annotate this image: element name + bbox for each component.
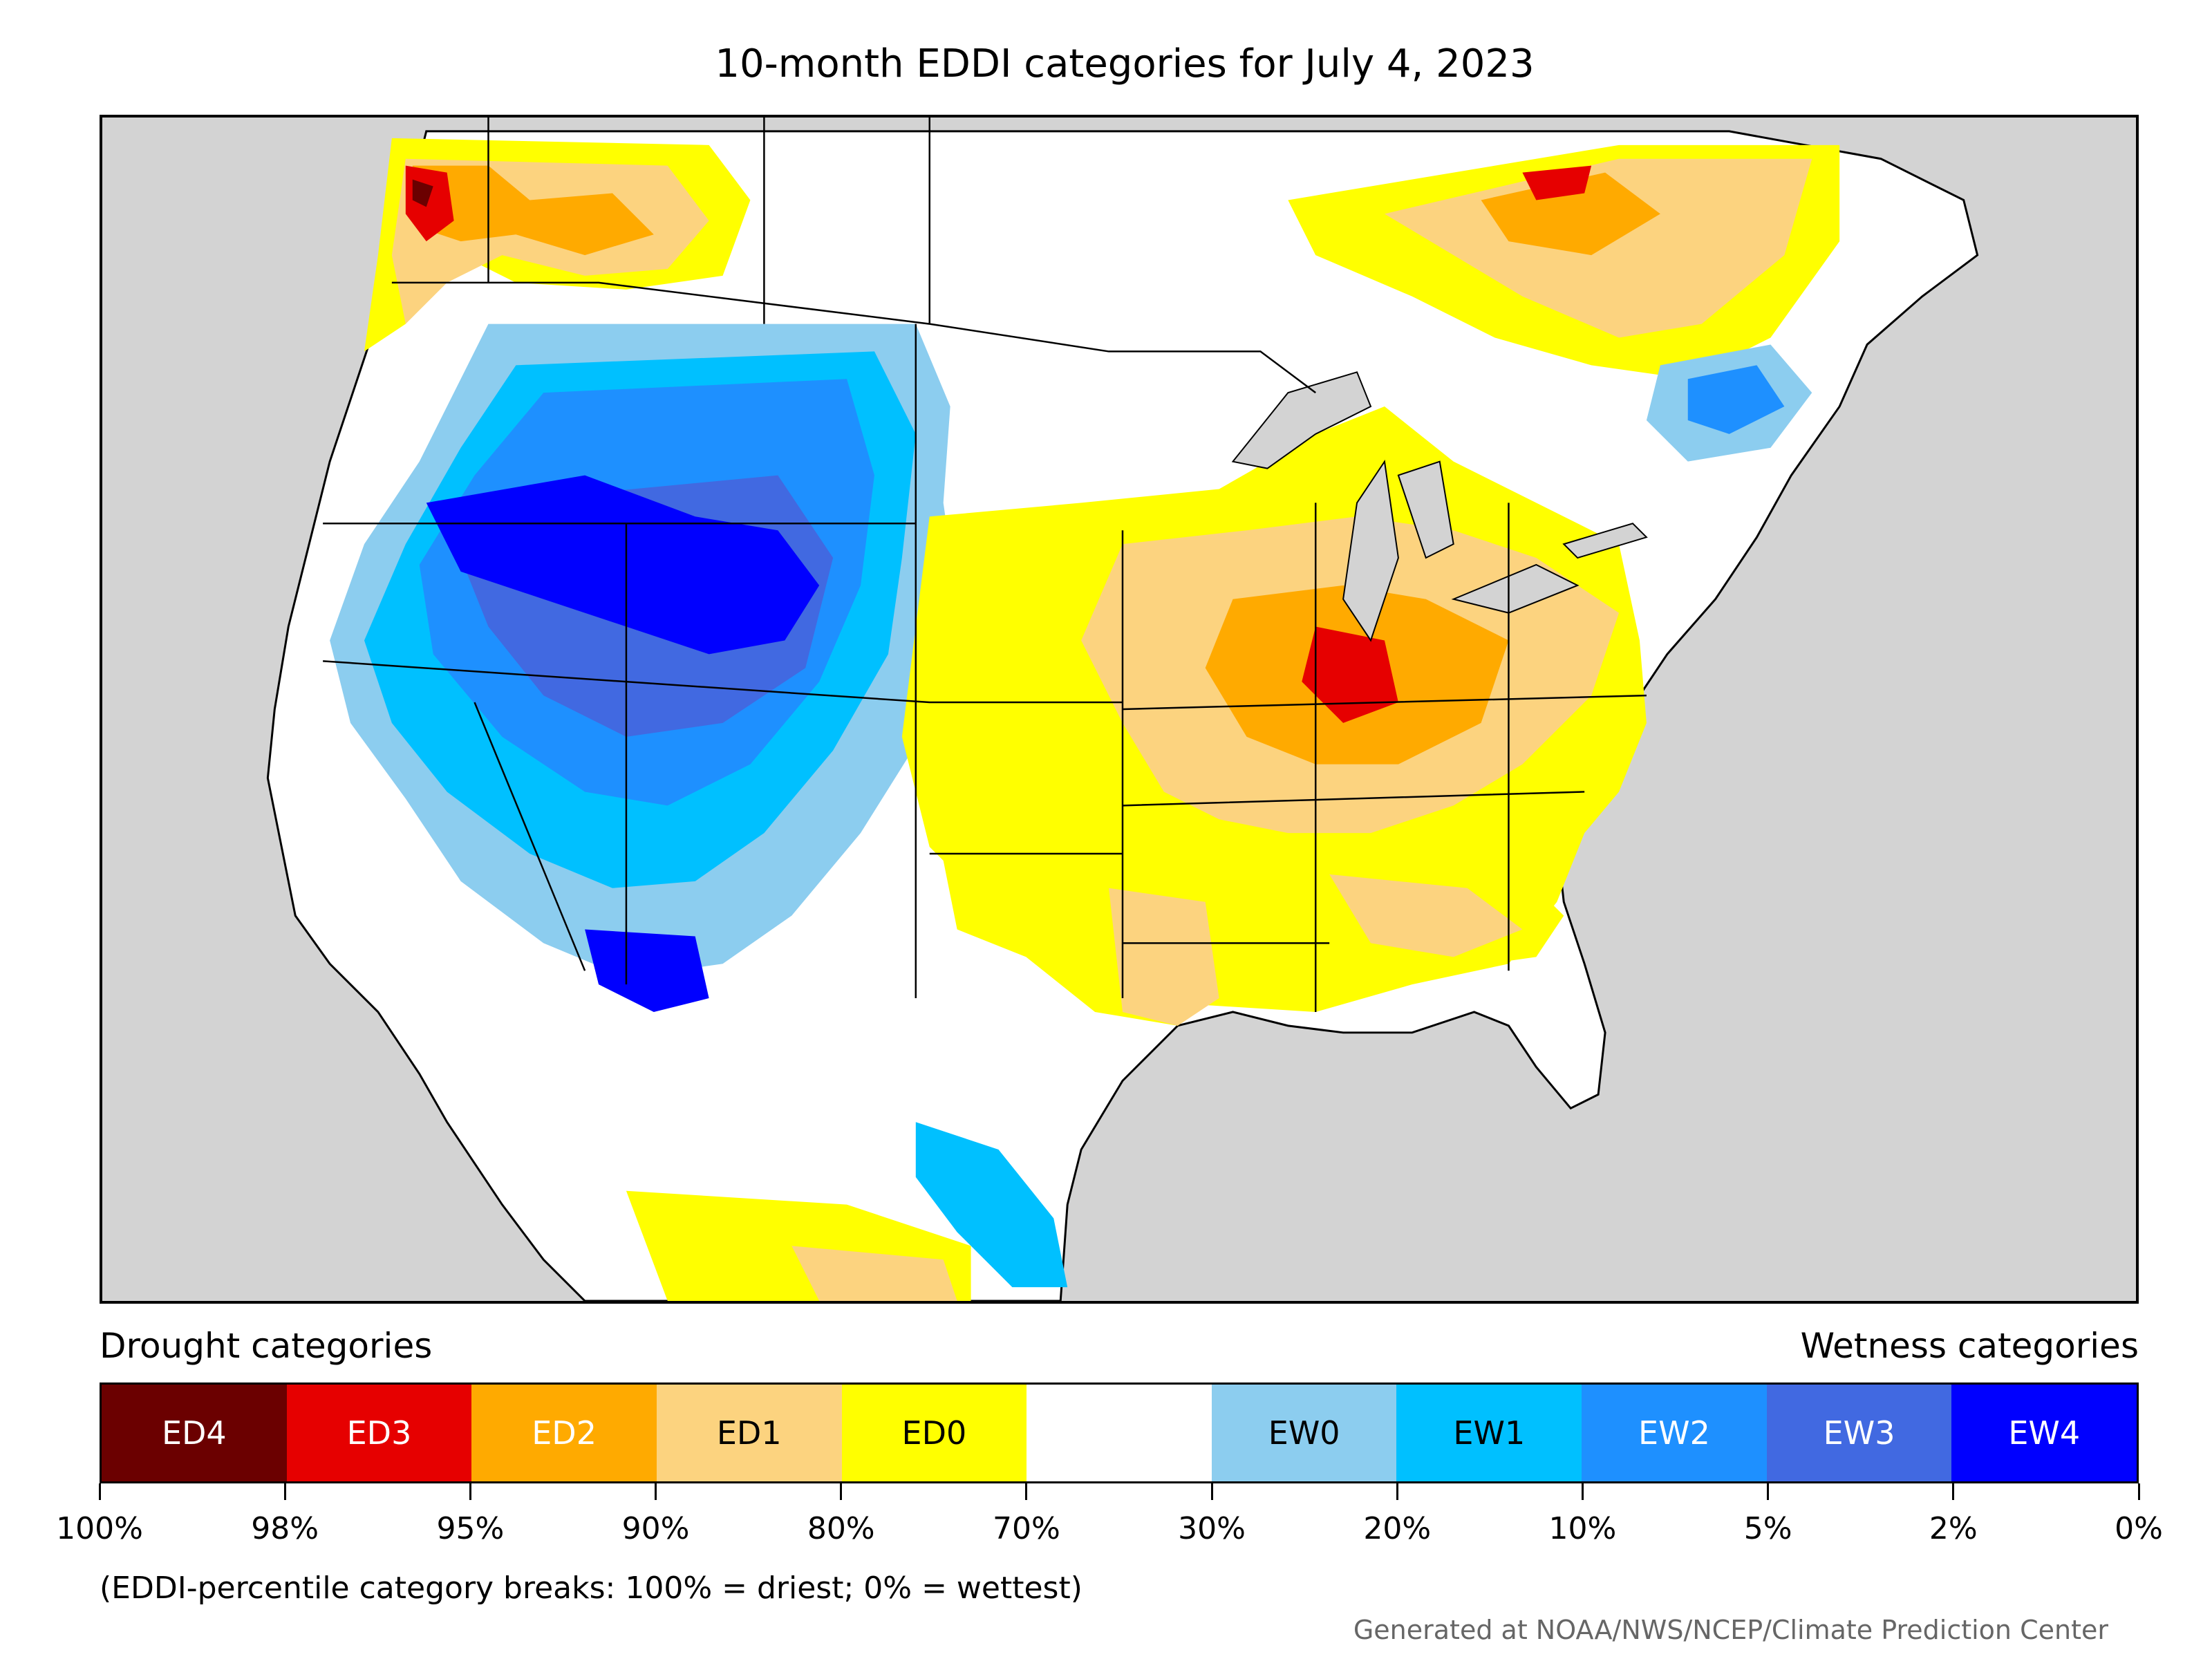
- colorbar-cell-ed3: ED3: [286, 1385, 472, 1481]
- colorbar-tick: [1581, 1483, 1584, 1500]
- colorbar-tick-label: 2%: [1929, 1511, 1978, 1546]
- drought-heading: Drought categories: [100, 1326, 433, 1366]
- colorbar-cell-ew0: EW0: [1211, 1385, 1397, 1481]
- colorbar-tick: [469, 1483, 471, 1500]
- colorbar-ticks: [98, 1483, 2140, 1500]
- colorbar-cell-ed4: ED4: [102, 1385, 287, 1481]
- colorbar-tick-label: 20%: [1363, 1511, 1432, 1546]
- colorbar-cell-ew2: EW2: [1582, 1385, 1767, 1481]
- colorbar-cell-ew1: EW1: [1396, 1385, 1582, 1481]
- colorbar-tick: [283, 1483, 286, 1500]
- great-lakes: [1231, 371, 1648, 642]
- colorbar-cell-ew4: EW4: [1951, 1385, 2137, 1481]
- colorbar-tick: [1952, 1483, 1955, 1500]
- colorbar-cell-ew3: EW3: [1766, 1385, 1952, 1481]
- wetness-east: [915, 344, 1812, 1288]
- colorbar-tick: [1025, 1483, 1028, 1500]
- category-note: (EDDI-percentile category breaks: 100% =…: [100, 1571, 1082, 1606]
- wetness-west: [330, 324, 957, 1012]
- colorbar-tick: [840, 1483, 843, 1500]
- category-colorbar: ED4 ED3 ED2 ED1 ED0 EW0 EW1 EW2 EW3 EW4: [100, 1382, 2139, 1483]
- map-title: 10-month EDDI categories for July 4, 202…: [715, 41, 1535, 86]
- colorbar-tick: [655, 1483, 657, 1500]
- colorbar-tick-label: 30%: [1178, 1511, 1246, 1546]
- colorbar-tick-label: 5%: [1743, 1511, 1792, 1546]
- colorbar-cell-normal: [1027, 1385, 1212, 1481]
- colorbar-tick-label: 80%: [807, 1511, 875, 1546]
- wetness-heading: Wetness categories: [1800, 1326, 2139, 1366]
- colorbar-tick: [2137, 1483, 2140, 1500]
- colorbar-tick-labels: 100% 98% 95% 90% 80% 70% 30% 20% 10% 5% 2% 0%: [56, 1511, 2163, 1553]
- colorbar-tick-label: 95%: [436, 1511, 505, 1546]
- colorbar-tick: [1210, 1483, 1213, 1500]
- colorbar-cell-ed2: ED2: [471, 1385, 657, 1481]
- colorbar-tick-label: 10%: [1548, 1511, 1617, 1546]
- colorbar-tick: [1396, 1483, 1398, 1500]
- colorbar-tick-label: 90%: [621, 1511, 690, 1546]
- colorbar-tick-label: 98%: [251, 1511, 319, 1546]
- colorbar-tick-label: 70%: [993, 1511, 1060, 1546]
- colorbar-tick-label: 0%: [2115, 1511, 2163, 1546]
- colorbar-tick: [1767, 1483, 1770, 1500]
- political-borders: [323, 118, 1647, 1012]
- colorbar-tick: [98, 1483, 101, 1500]
- eddi-map: [100, 115, 2139, 1304]
- drought-northwest: [364, 138, 751, 352]
- credit-line: Generated at NOAA/NWS/NCEP/Climate Predi…: [1353, 1615, 2108, 1645]
- map-canvas: [266, 118, 1979, 1301]
- drought-south: [626, 791, 1219, 1301]
- drought-northeast-canada: [1288, 144, 1840, 379]
- colorbar-cell-ed1: ED1: [656, 1385, 842, 1481]
- colorbar-cell-ed0: ED0: [841, 1385, 1027, 1481]
- colorbar-tick-label: 100%: [56, 1511, 143, 1546]
